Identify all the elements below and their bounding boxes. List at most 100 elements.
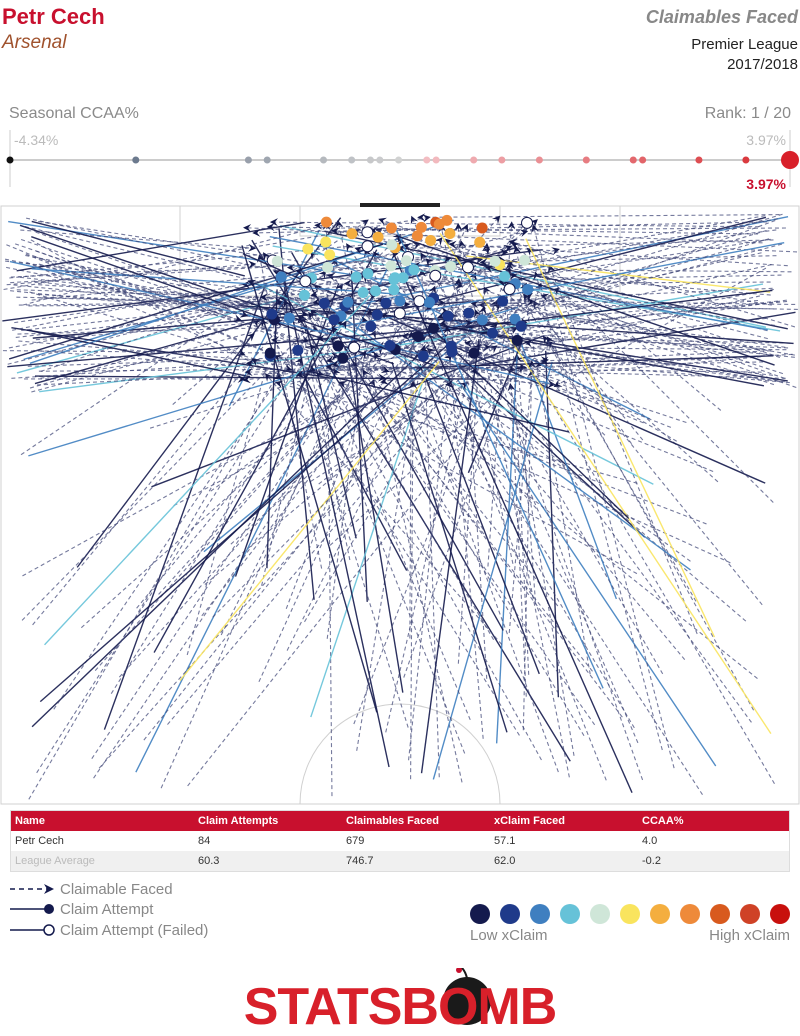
- trajectory-line: [172, 333, 255, 405]
- trajectory-line: [380, 295, 761, 385]
- trajectory-line: [450, 317, 767, 356]
- claim-failed-dot: [429, 269, 442, 282]
- logo-text: STATSBOMB: [244, 978, 557, 1034]
- trajectory-line: [37, 356, 549, 386]
- trajectory-line: [439, 233, 772, 734]
- trajectory-line: [522, 293, 644, 441]
- scale-dots: [6, 151, 799, 169]
- color-scale-dot: [530, 904, 550, 924]
- trajectory-line: [332, 342, 787, 351]
- trajectory-line: [448, 240, 788, 267]
- trajectory-line: [401, 332, 791, 344]
- trajectory-line: [40, 242, 421, 372]
- trajectory-line: [467, 340, 523, 474]
- trajectory-line: [553, 267, 767, 387]
- trajectory-line: [297, 315, 351, 561]
- trajectory-line: [498, 278, 776, 327]
- legend-label: Claim Attempt: [60, 901, 154, 918]
- trajectory-line: [445, 356, 762, 389]
- trajectory-line: [318, 345, 498, 485]
- trajectory-line: [331, 264, 772, 368]
- claim-failed-dot: [521, 216, 534, 229]
- trajectory-line: [316, 299, 759, 343]
- trajectory-line: [392, 246, 607, 781]
- trajectory-line: [26, 261, 246, 356]
- trajectory-line: [273, 355, 731, 564]
- trajectory-line: [278, 228, 315, 600]
- trajectory-line: [540, 350, 772, 365]
- trajectory-line: [420, 252, 664, 675]
- claim-dot: [357, 286, 369, 298]
- trajectory-line: [296, 288, 774, 379]
- scale-dot: [395, 156, 403, 164]
- color-scale-dot: [590, 904, 610, 924]
- trajectory-line: [505, 261, 530, 675]
- statsbomb-logo: STATSBOMB: [244, 968, 557, 1034]
- trajectory-line: [91, 350, 367, 759]
- color-scale-dot: [650, 904, 670, 924]
- trajectory-line: [39, 339, 454, 703]
- trajectory-line: [546, 336, 755, 711]
- trajectory-line: [16, 221, 305, 272]
- trajectory-line: [9, 260, 550, 385]
- trajectory-line: [262, 252, 596, 726]
- claim-dots: [264, 214, 534, 364]
- claim-dot: [415, 221, 427, 233]
- trajectory-line: [110, 320, 347, 694]
- col-xclaim-faced: xClaim Faced: [490, 810, 638, 831]
- claim-dot: [386, 239, 398, 251]
- stats-table: Name Claim Attempts Claimables Faced xCl…: [10, 810, 790, 872]
- claim-dot: [283, 312, 295, 324]
- trajectory-line: [251, 358, 638, 575]
- trajectory-line: [533, 271, 663, 751]
- trajectory-line: [21, 271, 518, 332]
- season-label: 2017/2018: [727, 56, 798, 73]
- trajectory-line: [30, 239, 282, 380]
- trajectory-line: [241, 245, 378, 713]
- trajectory-line: [93, 273, 437, 779]
- trajectory-line: [80, 219, 538, 629]
- trajectory-line: [275, 380, 638, 484]
- claim-failed-dot: [299, 275, 312, 288]
- claim-dot: [371, 309, 383, 321]
- trajectory-line: [512, 241, 774, 503]
- claim-dot: [342, 296, 354, 308]
- trajectory-line: [300, 314, 471, 721]
- chart-title: Claimables Faced: [645, 7, 798, 27]
- trajectory-line: [313, 284, 691, 562]
- trajectory-line: [513, 354, 536, 602]
- trajectory-line: [385, 305, 487, 733]
- claim-dot: [380, 297, 392, 309]
- claim-failed-dot: [413, 295, 426, 308]
- trajectory-line: [38, 284, 433, 312]
- color-scale-dot: [740, 904, 760, 924]
- claim-dot: [302, 243, 314, 255]
- trajectory-line: [33, 280, 308, 318]
- trajectory-line: [439, 252, 762, 327]
- trajectory-line: [399, 283, 764, 346]
- team-name: Arsenal: [2, 32, 67, 53]
- trajectory-line: [353, 327, 518, 412]
- scale-dot: [263, 156, 271, 164]
- scale-dot: [376, 156, 384, 164]
- trajectory-line: [20, 238, 249, 318]
- trajectory-line: [304, 299, 498, 623]
- claim-dot: [497, 295, 509, 307]
- trajectory-line: [432, 361, 553, 780]
- trajectory-line: [76, 217, 342, 568]
- legend-label: Claim Attempt (Failed): [60, 922, 208, 939]
- scale-dot: [535, 156, 543, 164]
- ccaa-scale: -4.34% 3.97% 3.97%: [6, 130, 799, 192]
- claim-dot: [324, 249, 336, 261]
- cell-ccaa: -0.2: [638, 851, 790, 872]
- trajectory-line: [508, 369, 536, 634]
- col-name: Name: [10, 810, 194, 831]
- trajectory-line: [19, 224, 436, 367]
- trajectory-line: [364, 248, 559, 773]
- claim-dot: [468, 347, 480, 359]
- claim-dot: [384, 339, 396, 351]
- scale-min-label: -4.34%: [14, 132, 58, 148]
- center-circle-arc: [299, 703, 501, 805]
- trajectory-line: [542, 335, 763, 606]
- cell-ccaa: 4.0: [642, 835, 658, 847]
